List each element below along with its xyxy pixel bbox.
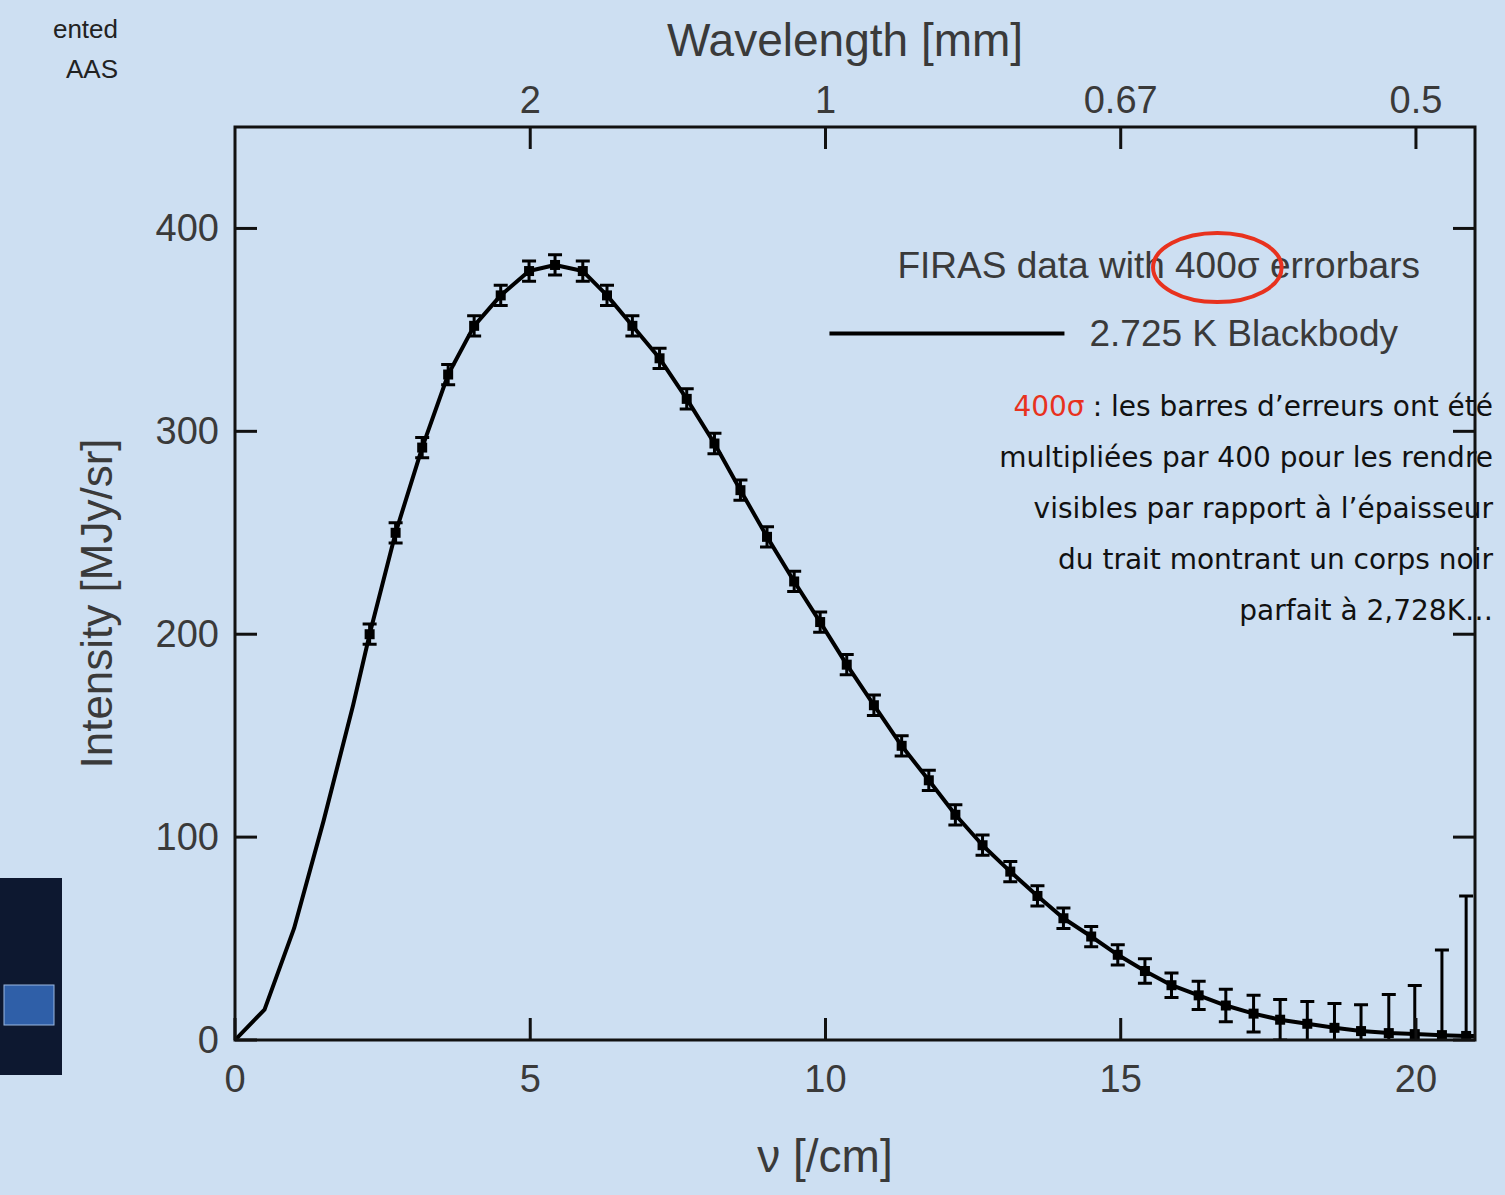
note-line: du trait montrant un corps noir bbox=[1058, 543, 1494, 576]
y-tick bbox=[235, 227, 257, 230]
y-tick bbox=[235, 836, 257, 839]
x-tick bbox=[1119, 1018, 1122, 1040]
error-bar bbox=[1408, 985, 1422, 1040]
error-bar bbox=[1435, 950, 1449, 1040]
error-bar bbox=[1459, 896, 1473, 1040]
note-text: : les barres d’erreurs ont été bbox=[1093, 390, 1493, 423]
legend-line-sample bbox=[829, 332, 1064, 336]
background bbox=[0, 0, 1505, 1195]
top-axis-title: Wavelength [mm] bbox=[667, 14, 1023, 66]
plot-frame bbox=[235, 127, 1475, 1040]
x-tick-label: 15 bbox=[1100, 1058, 1142, 1100]
y-tick-right bbox=[1453, 430, 1475, 433]
y-tick-label: 100 bbox=[156, 816, 219, 858]
x-tick-label: 10 bbox=[804, 1058, 846, 1100]
error-bar bbox=[1354, 1005, 1368, 1040]
top-tick bbox=[1119, 127, 1122, 149]
x-tick-label: 20 bbox=[1395, 1058, 1437, 1100]
y-axis-title: Intensity [MJy/sr] bbox=[72, 438, 121, 768]
chart: entedAAS051015200100200300400210.670.5Wa… bbox=[0, 0, 1505, 1195]
top-tick bbox=[824, 127, 827, 149]
y-tick-right bbox=[1453, 1039, 1475, 1042]
x-tick bbox=[529, 1018, 532, 1040]
note-lead: 400σ bbox=[1013, 390, 1084, 423]
note-line: parfait à 2,728K… bbox=[1239, 594, 1493, 627]
note-line: 400σ : les barres d’erreurs ont été bbox=[1013, 390, 1493, 423]
highlight-ellipse bbox=[1153, 233, 1282, 302]
y-tick-label: 200 bbox=[156, 613, 219, 655]
x-tick-label: 5 bbox=[520, 1058, 541, 1100]
y-tick-right bbox=[1453, 836, 1475, 839]
x-tick bbox=[824, 1018, 827, 1040]
x-tick bbox=[1414, 1018, 1417, 1040]
top-tick-label: 2 bbox=[520, 79, 541, 121]
x-tick-label: 0 bbox=[224, 1058, 245, 1100]
top-tick bbox=[529, 127, 532, 149]
note-line: visibles par rapport à l’épaisseur bbox=[1034, 492, 1494, 525]
corner-text: AAS bbox=[66, 54, 118, 84]
top-tick bbox=[1414, 127, 1417, 149]
corner-text: ented bbox=[53, 14, 118, 44]
y-tick-label: 0 bbox=[198, 1019, 219, 1061]
blackbody-line bbox=[235, 265, 1475, 1040]
plot-data bbox=[235, 255, 1475, 1040]
y-tick-right bbox=[1453, 227, 1475, 230]
note-line: multipliées par 400 pour les rendre bbox=[999, 441, 1493, 474]
error-bar bbox=[1300, 1001, 1314, 1040]
y-tick bbox=[235, 1039, 257, 1042]
thumbnail bbox=[0, 878, 62, 1075]
legend-entry: 2.725 K Blackbody bbox=[1089, 313, 1398, 354]
thumbnail-panel bbox=[4, 985, 54, 1025]
y-tick bbox=[235, 430, 257, 433]
error-bar bbox=[1327, 1003, 1341, 1040]
y-tick bbox=[235, 633, 257, 636]
top-tick-label: 1 bbox=[815, 79, 836, 121]
x-tick bbox=[234, 1018, 237, 1040]
x-axis-title: ν [/cm] bbox=[757, 1130, 892, 1182]
y-tick-right bbox=[1453, 633, 1475, 636]
y-tick-label: 400 bbox=[156, 207, 219, 249]
top-tick-label: 0.5 bbox=[1390, 79, 1443, 121]
top-tick-label: 0.67 bbox=[1084, 79, 1158, 121]
y-tick-label: 300 bbox=[156, 410, 219, 452]
